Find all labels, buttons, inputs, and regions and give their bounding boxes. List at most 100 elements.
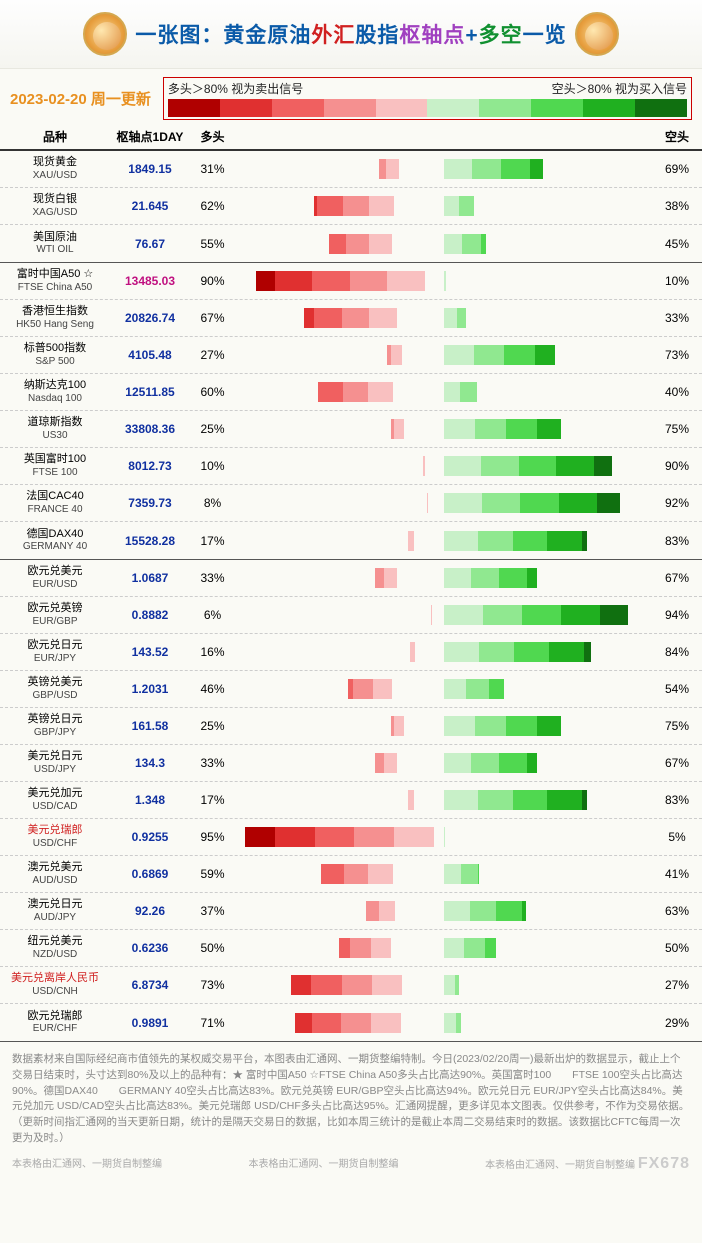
pivot-value: 33808.36	[110, 422, 190, 436]
sentiment-bar	[235, 419, 652, 439]
pivot-value: 0.9255	[110, 830, 190, 844]
pivot-value: 8012.73	[110, 459, 190, 473]
subheader: 2023-02-20 周一更新 多头＞80% 视为卖出信号 空头＞80% 视为买…	[0, 69, 702, 124]
sentiment-bar	[235, 753, 652, 773]
pivot-value: 7359.73	[110, 496, 190, 510]
bear-pct: 33%	[652, 311, 702, 325]
sentiment-bar	[235, 864, 652, 884]
watermark-big: FX678	[638, 1155, 690, 1172]
table-row: 英国富时100FTSE 1008012.7310%90%	[0, 448, 702, 485]
table-body: 现货黄金XAU/USD1849.1531%69%现货白银XAG/USD21.64…	[0, 151, 702, 1042]
instrument-name: 道琼斯指数US30	[0, 416, 110, 441]
pivot-value: 6.8734	[110, 978, 190, 992]
pivot-value: 134.3	[110, 756, 190, 770]
bull-pct: 37%	[190, 904, 235, 918]
sentiment-bar	[235, 196, 652, 216]
instrument-name: 欧元兑美元EUR/USD	[0, 565, 110, 590]
pivot-value: 1.2031	[110, 682, 190, 696]
bear-pct: 75%	[652, 719, 702, 733]
bear-pct: 54%	[652, 682, 702, 696]
bear-pct: 90%	[652, 459, 702, 473]
bull-pct: 16%	[190, 645, 235, 659]
watermark-text: 本表格由汇通网、一期货自制整编	[249, 1155, 399, 1173]
bear-pct: 5%	[652, 830, 702, 844]
header-name: 品种	[0, 128, 110, 145]
instrument-name: 法国CAC40FRANCE 40	[0, 490, 110, 515]
bull-pct: 60%	[190, 385, 235, 399]
table-row: 道琼斯指数US3033808.3625%75%	[0, 411, 702, 448]
medallion-icon	[83, 12, 127, 56]
legend-color-bar	[168, 99, 687, 117]
table-section: 富时中国A50 ☆FTSE China A5013485.0390%10% 香港恒…	[0, 263, 702, 560]
bull-pct: 10%	[190, 459, 235, 473]
instrument-name: 美国原油WTI OIL	[0, 231, 110, 256]
sentiment-bar	[235, 827, 652, 847]
bull-pct: 25%	[190, 422, 235, 436]
bear-pct: 69%	[652, 162, 702, 176]
instrument-name: 美元兑离岸人民币 USD/CNH	[0, 972, 110, 998]
table-row: 纽元兑美元NZD/USD0.623650%50%	[0, 930, 702, 967]
pivot-value: 161.58	[110, 719, 190, 733]
instrument-name: 欧元兑日元EUR/JPY	[0, 639, 110, 664]
bull-pct: 71%	[190, 1016, 235, 1030]
bear-pct: 29%	[652, 1016, 702, 1030]
bull-pct: 95%	[190, 830, 235, 844]
pivot-value: 1.348	[110, 793, 190, 807]
instrument-name: 纽元兑美元NZD/USD	[0, 935, 110, 960]
table-row: 香港恒生指数HK50 Hang Seng20826.7467%33%	[0, 300, 702, 337]
bull-pct: 31%	[190, 162, 235, 176]
table-row: 欧元兑英镑EUR/GBP0.88826% 94%	[0, 597, 702, 634]
bear-pct: 38%	[652, 199, 702, 213]
bull-pct: 6%	[190, 608, 235, 622]
bear-pct: 83%	[652, 534, 702, 548]
bear-pct: 94%	[652, 608, 702, 622]
chart-container: 一张图：黄金原油外汇股指枢轴点+多空一览 2023-02-20 周一更新 多头＞…	[0, 0, 702, 1179]
bear-pct: 84%	[652, 645, 702, 659]
table-row: 富时中国A50 ☆FTSE China A5013485.0390%10%	[0, 263, 702, 300]
bull-pct: 33%	[190, 756, 235, 770]
bull-pct: 46%	[190, 682, 235, 696]
pivot-value: 76.67	[110, 237, 190, 251]
pivot-value: 0.8882	[110, 608, 190, 622]
instrument-name: 标普500指数S&P 500	[0, 342, 110, 367]
medallion-icon	[575, 12, 619, 56]
sentiment-bar	[235, 234, 652, 254]
pivot-value: 21.645	[110, 199, 190, 213]
bear-pct: 63%	[652, 904, 702, 918]
bull-pct: 33%	[190, 571, 235, 585]
instrument-name: 美元兑瑞郎USD/CHF	[0, 824, 110, 849]
instrument-name: 英镑兑日元GBP/JPY	[0, 713, 110, 738]
bull-pct: 67%	[190, 311, 235, 325]
update-date: 2023-02-20 周一更新	[10, 88, 151, 109]
pivot-value: 15528.28	[110, 534, 190, 548]
legend-right-label: 空头＞80% 视为买入信号	[552, 80, 687, 97]
table-row: 现货白银XAG/USD21.64562%38%	[0, 188, 702, 225]
instrument-name: 澳元兑美元AUD/USD	[0, 861, 110, 886]
sentiment-bar	[235, 382, 652, 402]
bull-pct: 17%	[190, 534, 235, 548]
header: 一张图：黄金原油外汇股指枢轴点+多空一览	[0, 0, 702, 69]
instrument-name: 香港恒生指数HK50 Hang Seng	[0, 305, 110, 330]
pivot-value: 1.0687	[110, 571, 190, 585]
sentiment-bar	[235, 159, 652, 179]
sentiment-bar	[235, 493, 652, 513]
sentiment-bar	[235, 456, 652, 476]
bear-pct: 27%	[652, 978, 702, 992]
sentiment-bar	[235, 568, 652, 588]
sentiment-bar	[235, 679, 652, 699]
instrument-name: 欧元兑瑞郎EUR/CHF	[0, 1010, 110, 1035]
instrument-name: 美元兑日元USD/JPY	[0, 750, 110, 775]
table-row: 美元兑瑞郎USD/CHF0.925595% 5%	[0, 819, 702, 856]
table-row: 英镑兑日元GBP/JPY161.5825% 75%	[0, 708, 702, 745]
bull-pct: 62%	[190, 199, 235, 213]
table-row: 澳元兑美元AUD/USD0.686959%41%	[0, 856, 702, 893]
sentiment-bar	[235, 1013, 652, 1033]
sentiment-bar	[235, 531, 652, 551]
bear-pct: 67%	[652, 571, 702, 585]
table-row: 美国原油WTI OIL76.6755%45%	[0, 225, 702, 262]
bull-pct: 25%	[190, 719, 235, 733]
watermark-text: 本表格由汇通网、一期货自制整编	[12, 1155, 162, 1173]
instrument-name: 富时中国A50 ☆FTSE China A50	[0, 268, 110, 293]
sentiment-bar	[235, 345, 652, 365]
instrument-name: 欧元兑英镑EUR/GBP	[0, 602, 110, 627]
